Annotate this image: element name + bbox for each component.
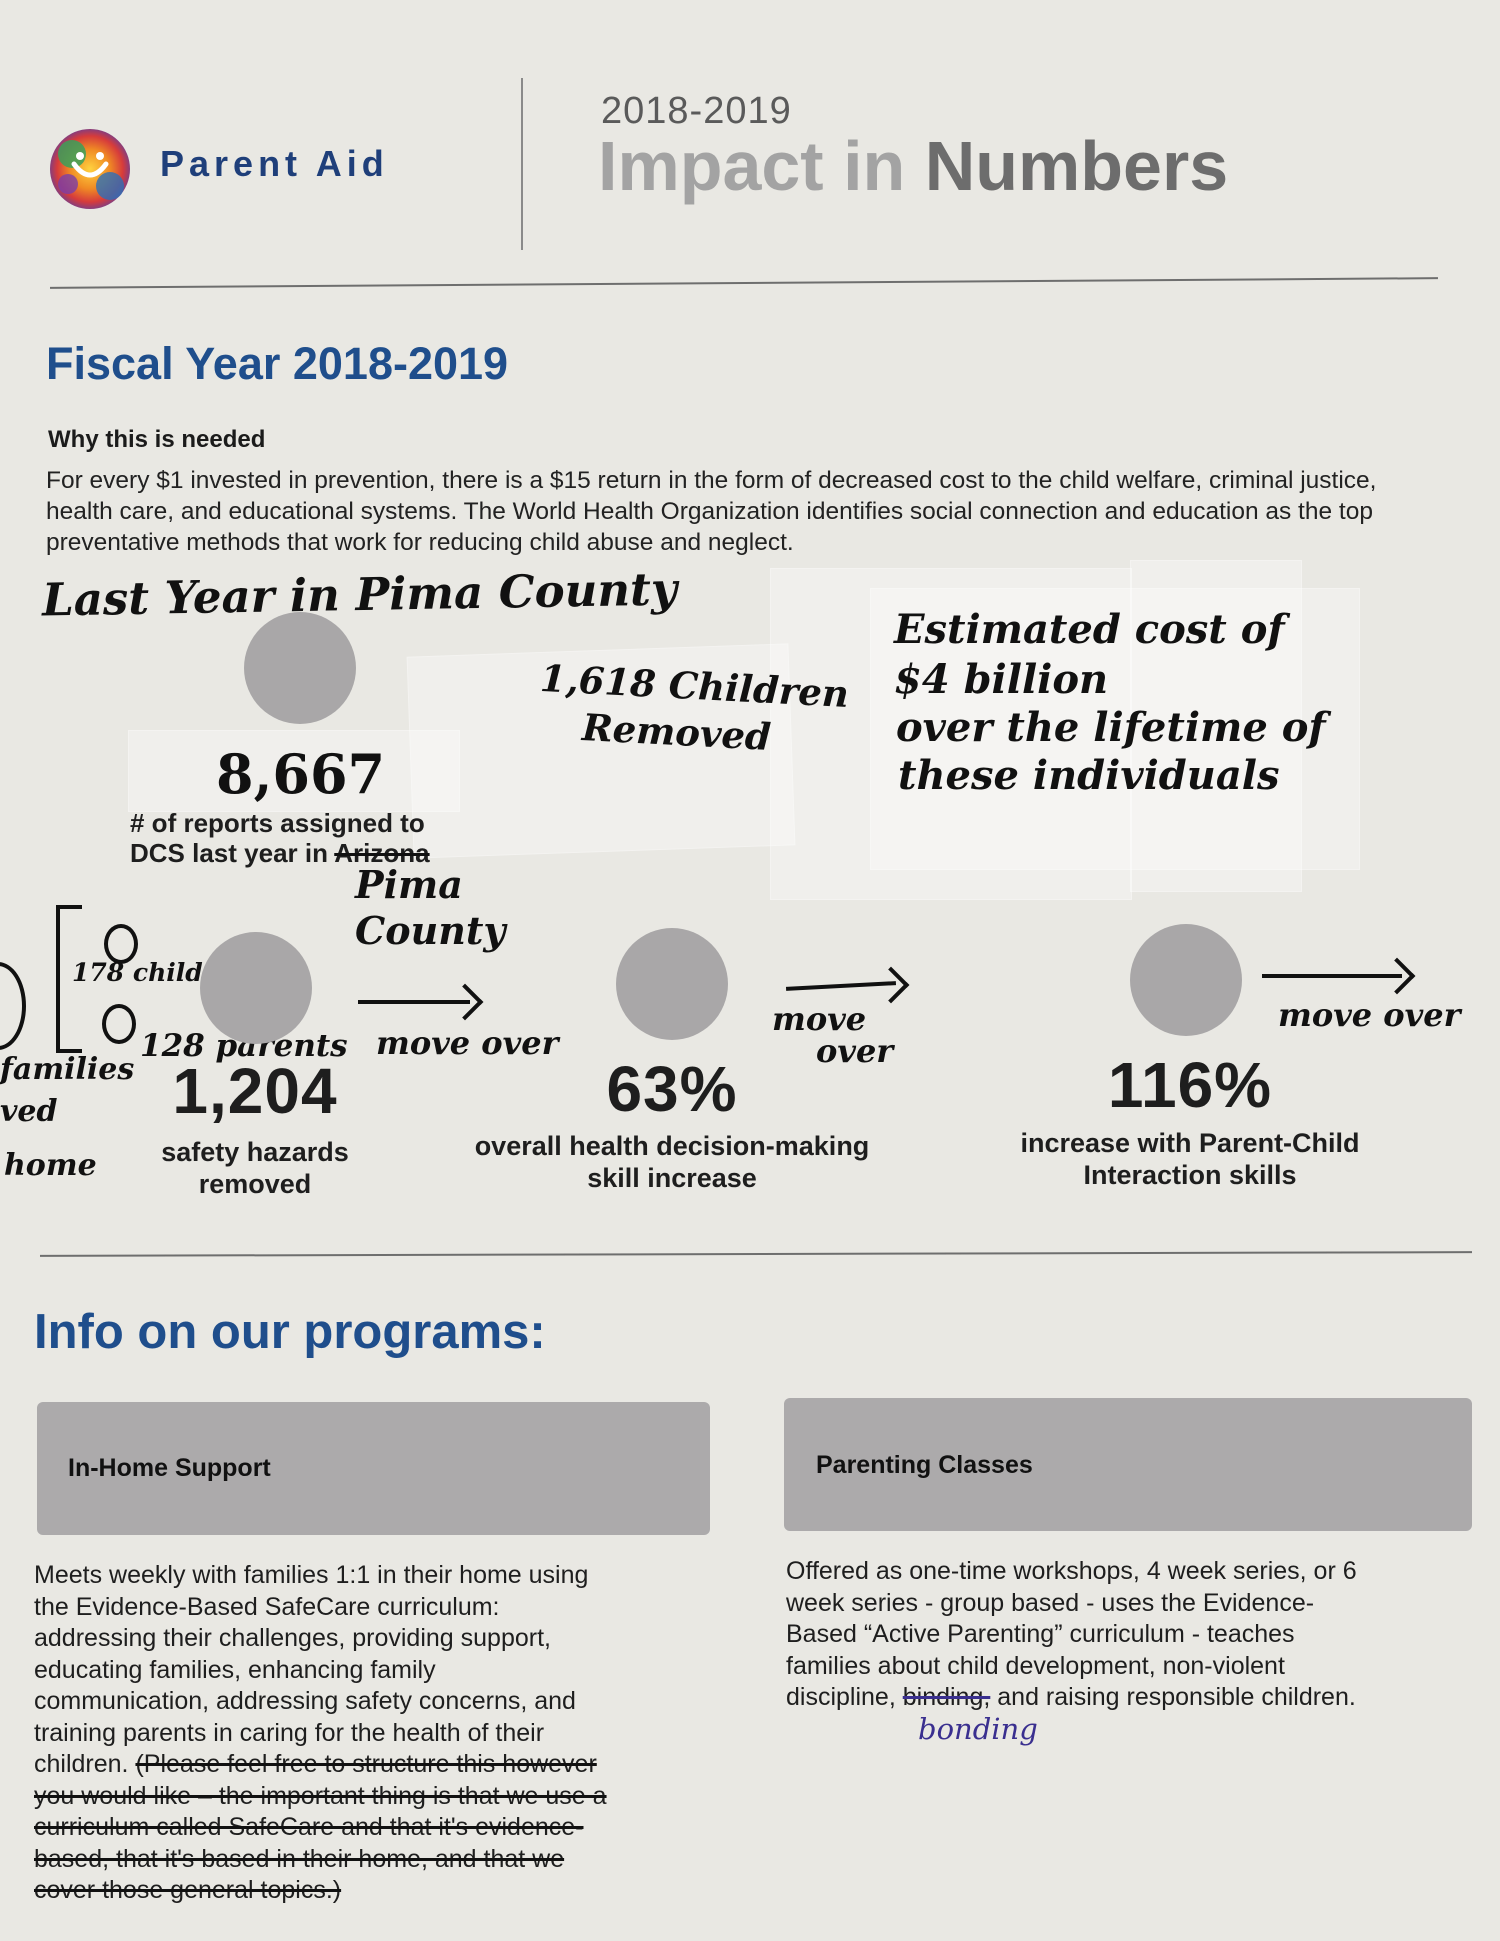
in-home-line: training parents in caring for the healt… bbox=[34, 1718, 545, 1747]
handwritten-over: over bbox=[816, 1032, 894, 1070]
in-home-struck-text: cover those general topics.) bbox=[34, 1876, 342, 1904]
in-home-struck-text: you would like – the important thing is … bbox=[34, 1781, 607, 1810]
brand-name: Parent Aid bbox=[160, 143, 389, 184]
margin-circle bbox=[0, 962, 26, 1050]
handwritten-move: move bbox=[772, 1000, 867, 1038]
tape-patch bbox=[1130, 560, 1302, 892]
handwritten-margin-home: home bbox=[4, 1148, 97, 1183]
arrow-head bbox=[1378, 957, 1416, 995]
health-label-line1: overall health decision-making bbox=[474, 1131, 870, 1161]
small-circle-1 bbox=[104, 924, 138, 964]
handwritten-county: County bbox=[355, 908, 506, 953]
classes-line: week series - group based - uses the Evi… bbox=[786, 1588, 1315, 1617]
parenting-classes-body: Offered as one-time workshops, 4 week se… bbox=[786, 1556, 1486, 1714]
in-home-line: the Evidence-Based SafeCare curriculum: bbox=[34, 1592, 500, 1621]
parenting-classes-title: Parenting Classes bbox=[816, 1451, 1033, 1479]
classes-line: Based “Active Parenting” curriculum - te… bbox=[786, 1620, 1295, 1648]
reports-label-line1: # of reports assigned to bbox=[130, 808, 425, 838]
header-rule bbox=[50, 277, 1438, 289]
tape-patch bbox=[128, 730, 460, 812]
handwritten-margin-families: families bbox=[0, 1052, 135, 1087]
why-text: For every $1 invested in prevention, the… bbox=[46, 467, 1377, 556]
reports-label-line2: DCS last year in Arizona bbox=[112, 838, 512, 868]
rainbow-heart-logo-icon bbox=[50, 129, 130, 209]
hazards-label-line1: safety hazards bbox=[161, 1137, 349, 1167]
handwritten-last-year: Last Year in Pima County bbox=[41, 562, 678, 627]
programs-heading: Info on our programs: bbox=[34, 1305, 546, 1359]
tape-patch bbox=[770, 568, 1132, 900]
health-label-line2: skill increase bbox=[587, 1162, 757, 1193]
pci-number: 116% bbox=[1107, 1049, 1273, 1121]
parent-aid-logo bbox=[42, 124, 138, 214]
section-rule bbox=[39, 1251, 1473, 1257]
pci-label-line1: increase with Parent-Child bbox=[1020, 1128, 1360, 1158]
pci-label-line2: Interaction skills bbox=[1083, 1159, 1297, 1190]
header-title-numbers: Numbers bbox=[924, 127, 1229, 205]
hazards-label-line2: removed bbox=[198, 1168, 312, 1199]
handwritten-reports-number: 8,667 bbox=[216, 742, 386, 806]
in-home-children: children. bbox=[34, 1750, 129, 1778]
classes-line: Offered as one-time workshops, 4 week se… bbox=[786, 1557, 1357, 1585]
pci-label: increase with Parent-Child Interaction s… bbox=[970, 1128, 1410, 1191]
stat-circle-reports bbox=[244, 612, 356, 724]
in-home-line: communication, addressing safety concern… bbox=[34, 1687, 576, 1715]
in-home-support-body: Meets weekly with families 1:1 in their … bbox=[34, 1560, 754, 1907]
fiscal-heading: Fiscal Year 2018-2019 bbox=[46, 338, 509, 389]
classes-struck-binding: binding, bbox=[902, 1683, 991, 1711]
hazards-label: safety hazards removed bbox=[110, 1137, 400, 1200]
classes-raising: and raising responsible children. bbox=[997, 1683, 1356, 1711]
handwritten-cost-1: Estimated cost of bbox=[894, 606, 1285, 653]
stat-circle-health bbox=[616, 928, 728, 1040]
health-label: overall health decision-making skill inc… bbox=[432, 1131, 912, 1194]
in-home-struck-text: based, that it's based in their home, an… bbox=[34, 1844, 565, 1873]
classes-line: families about child development, non-vi… bbox=[786, 1651, 1285, 1680]
in-home-line: Meets weekly with families 1:1 in their … bbox=[34, 1561, 589, 1589]
parenting-classes-header bbox=[784, 1398, 1472, 1531]
handwritten-cost-3: over the lifetime of bbox=[896, 704, 1326, 751]
in-home-line: children. (Please feel free to structure… bbox=[34, 1749, 754, 1781]
handwritten-bonding: bonding bbox=[918, 1712, 1038, 1746]
handwritten-cost-2: $4 billion bbox=[894, 656, 1109, 703]
handwritten-cost-4: these individuals bbox=[898, 752, 1280, 799]
handwritten-pima: Pima bbox=[355, 862, 463, 907]
header-title-impact: Impact in bbox=[598, 127, 906, 205]
arrow-head bbox=[446, 983, 484, 1021]
handwritten-margin-ved: ved bbox=[0, 1094, 58, 1129]
handwritten-move-over-1: move over bbox=[376, 1024, 559, 1062]
reports-label: # of reports assigned to DCS last year i… bbox=[112, 808, 512, 869]
arrow-right-icon bbox=[358, 1000, 470, 1004]
arrow-head bbox=[872, 966, 910, 1004]
small-circle-2 bbox=[102, 1004, 136, 1044]
health-number: 63% bbox=[606, 1053, 738, 1125]
stat-circle-pci bbox=[1130, 924, 1242, 1036]
classes-discipline: discipline, bbox=[786, 1683, 896, 1711]
tape-patch bbox=[870, 588, 1360, 870]
header-years: 2018-2019 bbox=[601, 90, 792, 132]
reports-label-dcs: DCS last year in bbox=[130, 838, 328, 869]
in-home-line: educating families, enhancing family bbox=[34, 1655, 436, 1684]
stat-circle-hazards bbox=[200, 932, 312, 1044]
margin-bracket bbox=[56, 905, 82, 1053]
in-home-struck-text: curriculum called SafeCare and that it's… bbox=[34, 1813, 584, 1841]
classes-line: discipline, binding, and raising respons… bbox=[786, 1682, 1486, 1714]
hazards-number: 1,204 bbox=[172, 1055, 338, 1127]
handwritten-move-over-3: move over bbox=[1278, 996, 1461, 1034]
header-divider bbox=[521, 78, 523, 250]
in-home-line: addressing their challenges, providing s… bbox=[34, 1624, 551, 1652]
in-home-support-title: In-Home Support bbox=[68, 1454, 271, 1482]
header-title: Impact in Numbers bbox=[598, 126, 1228, 206]
arrow-right-icon bbox=[1262, 974, 1402, 978]
in-home-struck-text: (Please feel free to structure this howe… bbox=[135, 1750, 597, 1778]
reports-label-arizona-struck: Arizona bbox=[334, 838, 430, 869]
why-heading: Why this is needed bbox=[48, 426, 266, 453]
in-home-support-header bbox=[37, 1402, 710, 1535]
